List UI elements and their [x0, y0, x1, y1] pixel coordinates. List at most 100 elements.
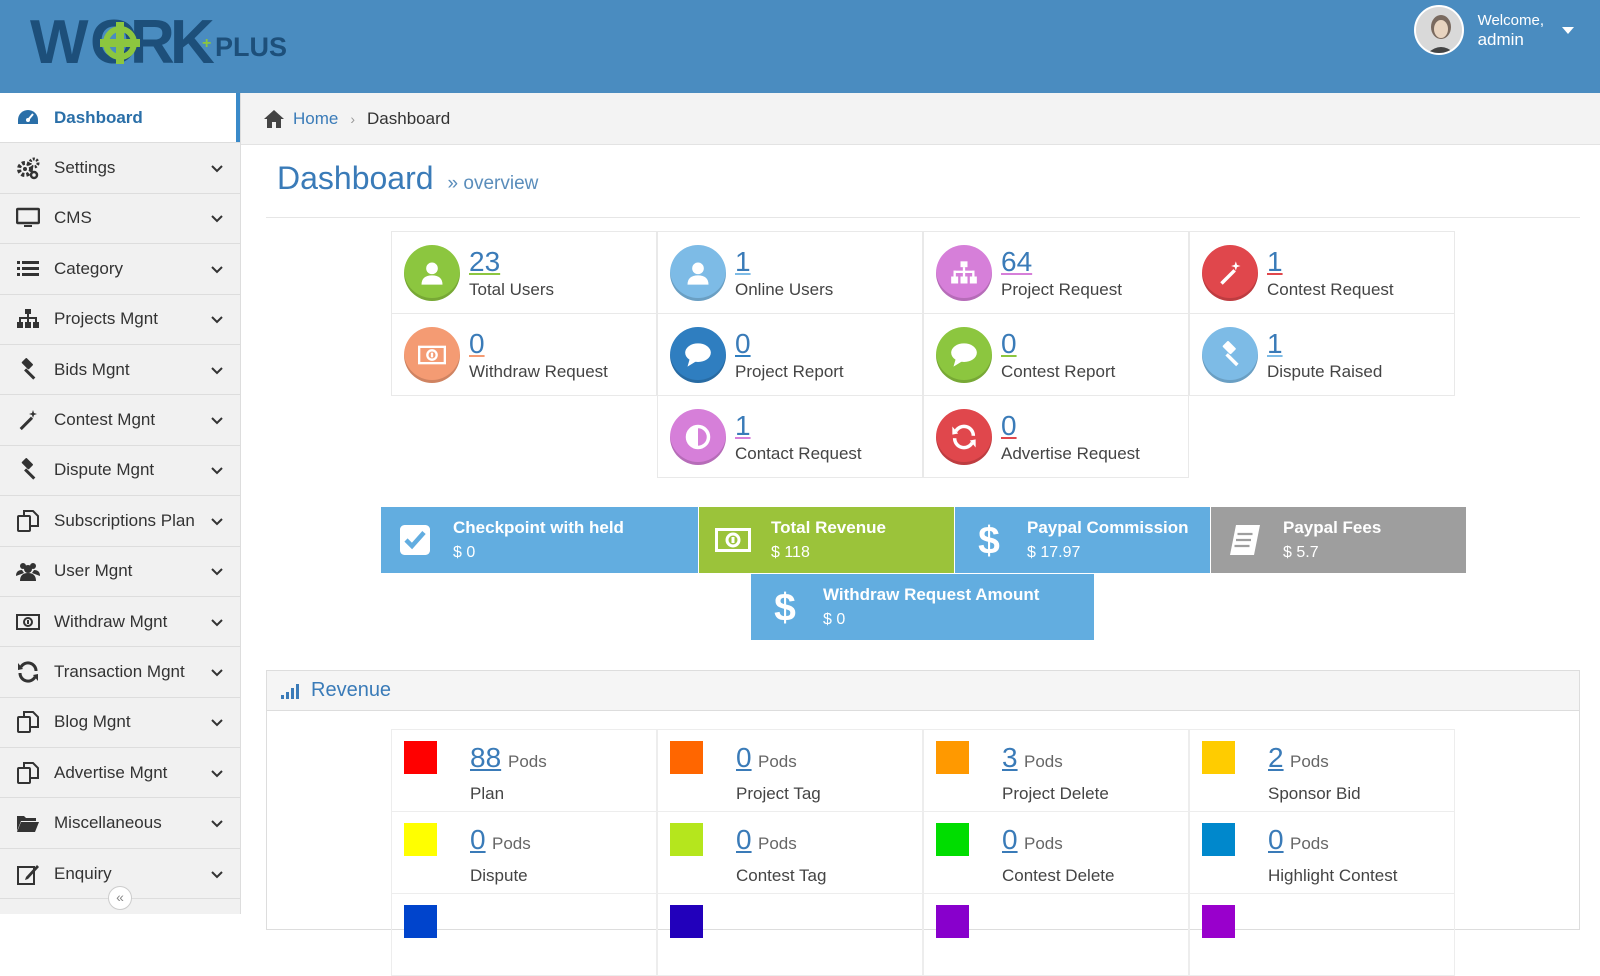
stat-value-link[interactable]: 0: [1001, 327, 1017, 359]
chevron-down-icon[interactable]: [210, 564, 224, 578]
stat-value-link[interactable]: 0: [1001, 409, 1017, 441]
chevron-down-icon[interactable]: [210, 816, 224, 830]
chevron-down-icon[interactable]: [210, 312, 224, 326]
divider: [266, 217, 1580, 218]
sidebar-item-bids-mgnt[interactable]: Bids Mgnt: [0, 345, 240, 396]
sidebar-item-label: User Mgnt: [54, 561, 133, 581]
app-logo[interactable]: W O R K + PLUS: [30, 8, 290, 78]
stat-value-link[interactable]: 1: [1267, 327, 1283, 359]
summary-tile-total-revenue[interactable]: Total Revenue $ 118: [699, 507, 954, 573]
magic-wand-icon: [1220, 260, 1241, 285]
sidebar-item-label: Dashboard: [54, 107, 143, 127]
sidebar-item-withdraw-mgnt[interactable]: Withdraw Mgnt: [0, 597, 240, 648]
stat-value-link[interactable]: 64: [1001, 245, 1033, 277]
revenue-item-partial: [1189, 893, 1455, 976]
breadcrumb: Home › Dashboard: [241, 93, 1600, 145]
sidebar-item-dashboard[interactable]: Dashboard: [0, 93, 240, 144]
sidebar-icon: [16, 862, 40, 886]
sidebar-item-label: Settings: [54, 158, 116, 178]
sidebar-item-transaction-mgnt[interactable]: Transaction Mgnt: [0, 647, 240, 698]
chevron-down-icon[interactable]: [210, 867, 224, 881]
sidebar-icon: [16, 257, 40, 281]
sidebar-item-settings[interactable]: Settings: [0, 143, 240, 194]
caret-down-icon[interactable]: [1562, 26, 1574, 34]
summary-tile-checkpoint-with-held[interactable]: Checkpoint with held $ 0: [381, 507, 698, 573]
summary-tile-paypal-commission[interactable]: $ Paypal Commission $ 17.97: [955, 507, 1210, 573]
chevron-down-icon[interactable]: [210, 514, 224, 528]
chevron-down-icon[interactable]: [210, 766, 224, 780]
sitemap-icon: [17, 309, 39, 329]
revenue-value-link[interactable]: 0: [470, 824, 486, 855]
contrast-icon: [685, 424, 711, 449]
edit-icon: [17, 864, 39, 885]
stat-value-link[interactable]: 1: [735, 409, 751, 441]
user-menu[interactable]: Welcome, admin: [1413, 4, 1574, 56]
sidebar-icon: [16, 559, 40, 583]
revenue-item-contest-tag: 0 Pods Contest Tag: [657, 811, 923, 894]
stat-value-link[interactable]: 1: [735, 245, 751, 277]
stat-icon-circle: [404, 326, 460, 383]
revenue-label: Contest Delete: [1002, 866, 1115, 885]
chevron-down-icon[interactable]: [210, 262, 224, 276]
sidebar-item-subscriptions-plan[interactable]: Subscriptions Plan: [0, 496, 240, 547]
stat-label: Withdraw Request: [469, 361, 608, 381]
revenue-value-link[interactable]: 2: [1268, 742, 1284, 773]
chevron-down-icon[interactable]: [210, 211, 224, 225]
revenue-value-link[interactable]: 0: [736, 742, 752, 773]
chevron-down-icon[interactable]: [210, 715, 224, 729]
chevron-down-icon[interactable]: [210, 615, 224, 629]
home-icon[interactable]: [263, 109, 285, 129]
chevron-down-icon[interactable]: [210, 363, 224, 377]
chevron-down-icon[interactable]: [210, 665, 224, 679]
stat-value-link[interactable]: 23: [469, 245, 501, 277]
revenue-value-link[interactable]: 88: [470, 742, 502, 773]
sidebar-item-projects-mgnt[interactable]: Projects Mgnt: [0, 295, 240, 345]
sidebar-item-advertise-mgnt[interactable]: Advertise Mgnt: [0, 748, 240, 799]
revenue-panel: Revenue: [266, 670, 1580, 930]
stat-icon-circle: [404, 244, 460, 301]
stat-icon-circle: [936, 408, 992, 465]
stat-value-link[interactable]: 1: [1267, 245, 1283, 277]
sidebar-icon: [16, 206, 40, 230]
stat-card-contact-request: 1 Contact Request: [657, 395, 923, 478]
avatar[interactable]: [1413, 5, 1464, 55]
chevron-down-icon[interactable]: [210, 413, 224, 427]
sidebar-item-label: Projects Mgnt: [54, 309, 158, 329]
revenue-item-highlight-contest: 0 Pods Highlight Contest: [1189, 811, 1455, 894]
welcome-label: Welcome,: [1477, 12, 1544, 29]
sidebar-item-cms[interactable]: CMS: [0, 194, 240, 245]
sidebar-item-miscellaneous[interactable]: Miscellaneous: [0, 798, 240, 849]
sidebar-icon: [16, 761, 40, 785]
revenue-label: Sponsor Bid: [1268, 784, 1361, 803]
sidebar-icon: [16, 106, 40, 130]
tile-title: Withdraw Request Amount: [823, 585, 1040, 604]
breadcrumb-home-link[interactable]: Home: [293, 108, 339, 128]
color-swatch: [936, 823, 969, 856]
sidebar-item-contest-mgnt[interactable]: Contest Mgnt: [0, 395, 240, 446]
revenue-value-link[interactable]: 0: [736, 824, 752, 855]
tile-title: Paypal Commission: [1027, 518, 1189, 537]
money-icon: [418, 345, 446, 364]
revenue-item-partial: [391, 893, 657, 976]
sidebar-item-blog-mgnt[interactable]: Blog Mgnt: [0, 698, 240, 749]
sidebar-item-dispute-mgnt[interactable]: Dispute Mgnt: [0, 446, 240, 497]
sidebar-item-category[interactable]: Category: [0, 244, 240, 295]
dashboard-icon: [18, 109, 38, 124]
revenue-unit: Pods: [1024, 752, 1063, 771]
stat-value-link[interactable]: 0: [469, 327, 485, 359]
stat-value-link[interactable]: 0: [735, 327, 751, 359]
revenue-value-link[interactable]: 0: [1268, 824, 1284, 855]
revenue-value-link[interactable]: 0: [1002, 824, 1018, 855]
summary-tile-withdraw-request-amount[interactable]: $ Withdraw Request Amount $ 0: [751, 574, 1094, 640]
sidebar-item-user-mgnt[interactable]: User Mgnt: [0, 547, 240, 597]
copy-icon: [17, 761, 39, 784]
gavel-icon: [1222, 340, 1239, 366]
refresh-icon: [18, 661, 38, 683]
chevron-down-icon[interactable]: [210, 463, 224, 477]
book-icon: [1230, 525, 1260, 555]
chevron-down-icon[interactable]: [210, 161, 224, 175]
revenue-value-link[interactable]: 3: [1002, 742, 1018, 773]
gavel-icon: [21, 357, 36, 380]
summary-tile-paypal-fees[interactable]: Paypal Fees $ 5.7: [1211, 507, 1466, 573]
sidebar-collapse-button[interactable]: «: [108, 886, 132, 910]
